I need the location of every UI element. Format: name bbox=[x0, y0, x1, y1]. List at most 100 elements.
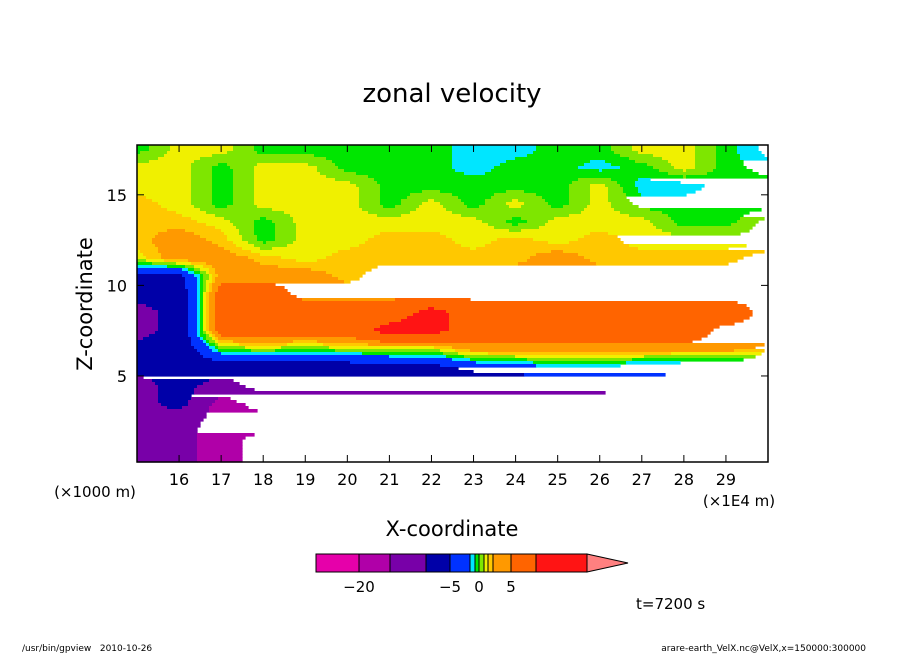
contour-cell bbox=[395, 298, 471, 302]
contour-cell bbox=[509, 205, 522, 209]
contour-cell bbox=[194, 232, 225, 236]
contour-cell bbox=[194, 160, 333, 164]
contour-cell bbox=[191, 166, 213, 170]
contour-cell bbox=[215, 340, 219, 344]
contour-cell bbox=[536, 148, 612, 152]
contour-cell bbox=[569, 196, 591, 200]
x-tick-label: 20 bbox=[337, 470, 357, 489]
contour-cell bbox=[215, 343, 219, 347]
contour-cell bbox=[137, 310, 159, 314]
colorbar-segment bbox=[474, 553, 480, 573]
contour-cell bbox=[200, 307, 204, 311]
contour-cell bbox=[617, 181, 636, 185]
contour-cell bbox=[440, 232, 591, 236]
contour-cell bbox=[449, 319, 744, 323]
contour-cell bbox=[194, 268, 201, 272]
contour-cell bbox=[167, 406, 183, 410]
contour-cell bbox=[137, 343, 192, 347]
colorbar-segment bbox=[535, 553, 588, 573]
contour-cell bbox=[581, 211, 621, 215]
contour-cell bbox=[197, 325, 201, 329]
contour-cell bbox=[494, 226, 540, 230]
contour-cell bbox=[359, 202, 381, 206]
contour-cell bbox=[302, 298, 396, 302]
contour-cell bbox=[152, 262, 177, 266]
contour-cell bbox=[590, 184, 606, 188]
contour-cell bbox=[734, 349, 765, 353]
contour-cell bbox=[536, 253, 579, 257]
contour-cell bbox=[494, 193, 537, 197]
contour-cell bbox=[491, 241, 549, 245]
contour-cell bbox=[677, 223, 732, 227]
contour-cell bbox=[194, 271, 201, 275]
contour-cell bbox=[590, 232, 609, 236]
contour-cell bbox=[296, 238, 369, 242]
contour-cell bbox=[311, 268, 372, 272]
contour-cell bbox=[650, 208, 762, 212]
contour-cell bbox=[194, 274, 201, 278]
contour-cell bbox=[242, 235, 258, 239]
contour-cell bbox=[164, 154, 213, 158]
contour-cell bbox=[608, 196, 627, 200]
contour-cell bbox=[224, 217, 261, 221]
contour-cell bbox=[737, 151, 762, 155]
contour-cell bbox=[188, 304, 198, 308]
contour-cell bbox=[380, 190, 423, 194]
contour-cell bbox=[608, 190, 624, 194]
contour-cell bbox=[668, 214, 744, 218]
contour-cell bbox=[197, 289, 201, 293]
contour-cell bbox=[191, 202, 213, 206]
contour-cell bbox=[215, 310, 420, 314]
contour-cell bbox=[740, 157, 768, 161]
contour-cell bbox=[440, 190, 507, 194]
contour-cell bbox=[212, 196, 234, 200]
contour-cell bbox=[203, 337, 207, 341]
contour-cell bbox=[563, 205, 588, 209]
contour-cell bbox=[449, 328, 714, 332]
contour-cell bbox=[368, 175, 684, 179]
contour-cell bbox=[638, 178, 651, 182]
contour-cell bbox=[524, 202, 549, 206]
contour-cell bbox=[569, 214, 630, 218]
contour-cell bbox=[479, 205, 510, 209]
contour-cell bbox=[491, 169, 600, 173]
contour-cell bbox=[233, 175, 255, 179]
contour-cell bbox=[194, 205, 216, 209]
contour-cell bbox=[215, 295, 297, 299]
contour-cell bbox=[485, 202, 507, 206]
contour-cell bbox=[293, 217, 477, 221]
contour-cell bbox=[137, 385, 159, 389]
contour-cell bbox=[656, 226, 753, 230]
contour-cell bbox=[260, 217, 267, 221]
contour-cell bbox=[197, 457, 243, 461]
contour-cell bbox=[254, 187, 360, 191]
contour-cell bbox=[536, 145, 612, 149]
contour-cell bbox=[296, 229, 510, 233]
contour-cell bbox=[335, 178, 375, 182]
contour-cell bbox=[452, 157, 516, 161]
contour-cell bbox=[326, 256, 531, 260]
contour-cell bbox=[644, 217, 672, 221]
contour-cell bbox=[200, 271, 207, 275]
contour-cell bbox=[197, 292, 201, 296]
contour-cell bbox=[200, 328, 204, 332]
contour-cell bbox=[158, 394, 192, 398]
contour-cell bbox=[389, 355, 447, 359]
contour-cell bbox=[449, 322, 735, 326]
contour-cell bbox=[254, 259, 297, 263]
contour-cell bbox=[200, 286, 204, 290]
colorbar-segment bbox=[315, 553, 360, 573]
contour-cell bbox=[671, 163, 696, 167]
contour-cell bbox=[206, 310, 210, 314]
contour-cell bbox=[458, 352, 489, 356]
contour-cell bbox=[230, 220, 255, 224]
contour-cell bbox=[191, 199, 213, 203]
contour-cell bbox=[569, 241, 624, 245]
contour-cell bbox=[383, 205, 396, 209]
contour-cell bbox=[587, 205, 612, 209]
contour-cell bbox=[197, 328, 201, 332]
contour-cell bbox=[569, 202, 591, 206]
contour-cell bbox=[158, 397, 192, 401]
contour-cell bbox=[146, 256, 162, 260]
contour-cell bbox=[590, 199, 609, 203]
